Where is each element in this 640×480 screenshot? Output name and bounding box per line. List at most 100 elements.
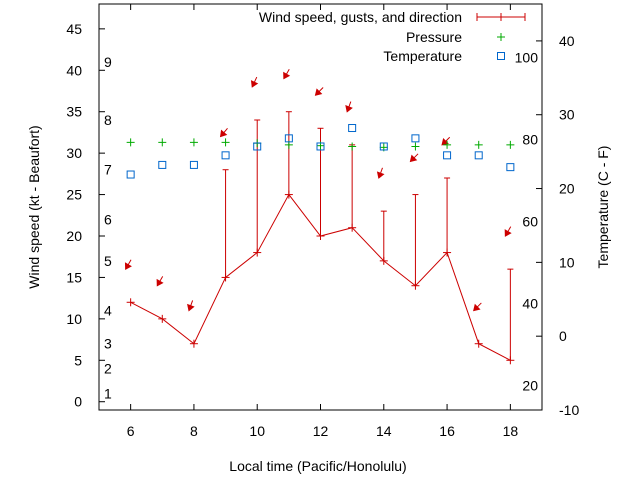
pressure-point [506, 140, 515, 149]
x-tick-label: 6 [127, 423, 135, 439]
legend-label-pressure: Pressure [406, 29, 462, 45]
y2-tick-label: -10 [559, 402, 579, 418]
wind-direction-arrow [219, 127, 228, 138]
series-layer [124, 68, 515, 365]
fahrenheit-label: 100 [515, 49, 539, 65]
fahrenheit-label: 60 [522, 213, 538, 229]
y-tick-label: 45 [66, 21, 82, 37]
arrow-head [283, 71, 291, 80]
temperature-point [348, 124, 357, 133]
wind-direction-arrow [283, 68, 291, 80]
x-tick-label: 16 [439, 423, 455, 439]
x-tick-label: 12 [313, 423, 329, 439]
arrow-head [441, 138, 449, 146]
axis-tick-labels: 6 8 10 12 14 16 18051015202530354045123456789-… [66, 21, 579, 439]
pressure-point [474, 140, 483, 149]
temperature-point [506, 163, 515, 172]
beaufort-label: 6 [104, 211, 112, 227]
y-tick-label: 15 [66, 269, 82, 285]
wind-speed-point [348, 223, 357, 232]
wind-direction-arrow [345, 101, 353, 113]
x-axis-label: Local time (Pacific/Honolulu) [229, 458, 406, 474]
axis-ticks [99, 4, 542, 411]
wind-direction-arrow [441, 136, 451, 146]
fahrenheit-label: 80 [522, 131, 538, 147]
pressure-point [221, 138, 230, 147]
wind-speed-point [379, 256, 388, 265]
y2-tick-label: 30 [559, 107, 575, 123]
pressure-point [348, 142, 357, 151]
wind-direction-arrow [250, 76, 259, 88]
y2-tick-label: 40 [559, 33, 575, 49]
y-tick-label: 10 [66, 311, 82, 327]
temperature-point [126, 170, 135, 179]
beaufort-label: 2 [104, 361, 112, 377]
arrow-head [504, 229, 512, 237]
legend-sample-wind [476, 13, 526, 21]
wind-speed-point [189, 339, 198, 348]
y2-tick-label: 0 [559, 328, 567, 344]
arrow-head [219, 129, 228, 138]
arrow-head [473, 303, 481, 312]
temperature-point [411, 134, 420, 143]
x-tick-label: 8 [190, 423, 198, 439]
arrow-head [187, 303, 195, 312]
wind-speed-point [126, 298, 135, 307]
beaufort-label: 3 [104, 336, 112, 352]
temperature-point [316, 142, 325, 151]
arrow-head [409, 154, 418, 163]
wind-speed-point [443, 248, 452, 257]
pressure-point [189, 138, 198, 147]
wind-direction-arrow [314, 87, 324, 96]
x-tick-label: 10 [249, 423, 265, 439]
y2-tick-label: 10 [559, 254, 575, 270]
beaufort-label: 9 [104, 54, 112, 70]
y2-axis-label: Temperature (C - F) [595, 146, 611, 269]
legend-sample-temperature [497, 52, 505, 60]
wind-direction-arrow [156, 276, 164, 287]
temperature-point [221, 151, 230, 160]
beaufort-label: 5 [104, 253, 112, 269]
arrow-head [250, 80, 259, 88]
arrow-head [345, 105, 353, 113]
pressure-point [411, 142, 420, 151]
y-tick-label: 30 [66, 145, 82, 161]
fahrenheit-label: 40 [522, 295, 538, 311]
wind-direction-arrow [187, 300, 195, 312]
beaufort-label: 4 [104, 303, 112, 319]
wind-direction-arrow [473, 302, 482, 312]
wind-speed-point [284, 190, 293, 199]
pressure-point [443, 140, 452, 149]
pressure-point [158, 138, 167, 147]
legend: Wind speed, gusts, and direction Pressur… [259, 9, 526, 64]
pressure-point [126, 138, 135, 147]
temperature-point [284, 134, 293, 143]
beaufort-label: 7 [104, 162, 112, 178]
wind-speed-point [158, 314, 167, 323]
y-tick-label: 20 [66, 228, 82, 244]
legend-label-temperature: Temperature [383, 48, 462, 64]
temperature-point [189, 160, 198, 169]
y-tick-label: 25 [66, 187, 82, 203]
y-tick-label: 0 [74, 394, 82, 410]
wind-speed-point [506, 356, 515, 365]
y2-tick-label: 20 [559, 181, 575, 197]
temperature-point [474, 151, 483, 160]
temperature-point [379, 142, 388, 151]
temperature-point [443, 151, 452, 160]
beaufort-label: 1 [104, 385, 112, 401]
x-tick-label: 18 [503, 423, 519, 439]
legend-samples [476, 13, 526, 60]
y-axis-label: Wind speed (kt - Beaufort) [26, 125, 42, 288]
temperature-point [158, 160, 167, 169]
y-tick-label: 5 [74, 352, 82, 368]
beaufort-label: 8 [104, 112, 112, 128]
x-tick-label: 14 [376, 423, 392, 439]
fahrenheit-label: 20 [522, 377, 538, 393]
arrow-head [124, 262, 132, 270]
arrow-head [376, 171, 385, 179]
legend-label-wind: Wind speed, gusts, and direction [259, 9, 462, 25]
wind-speed-point [221, 273, 230, 282]
wind-speed-point [316, 232, 325, 240]
wind-direction-arrow [409, 153, 419, 163]
